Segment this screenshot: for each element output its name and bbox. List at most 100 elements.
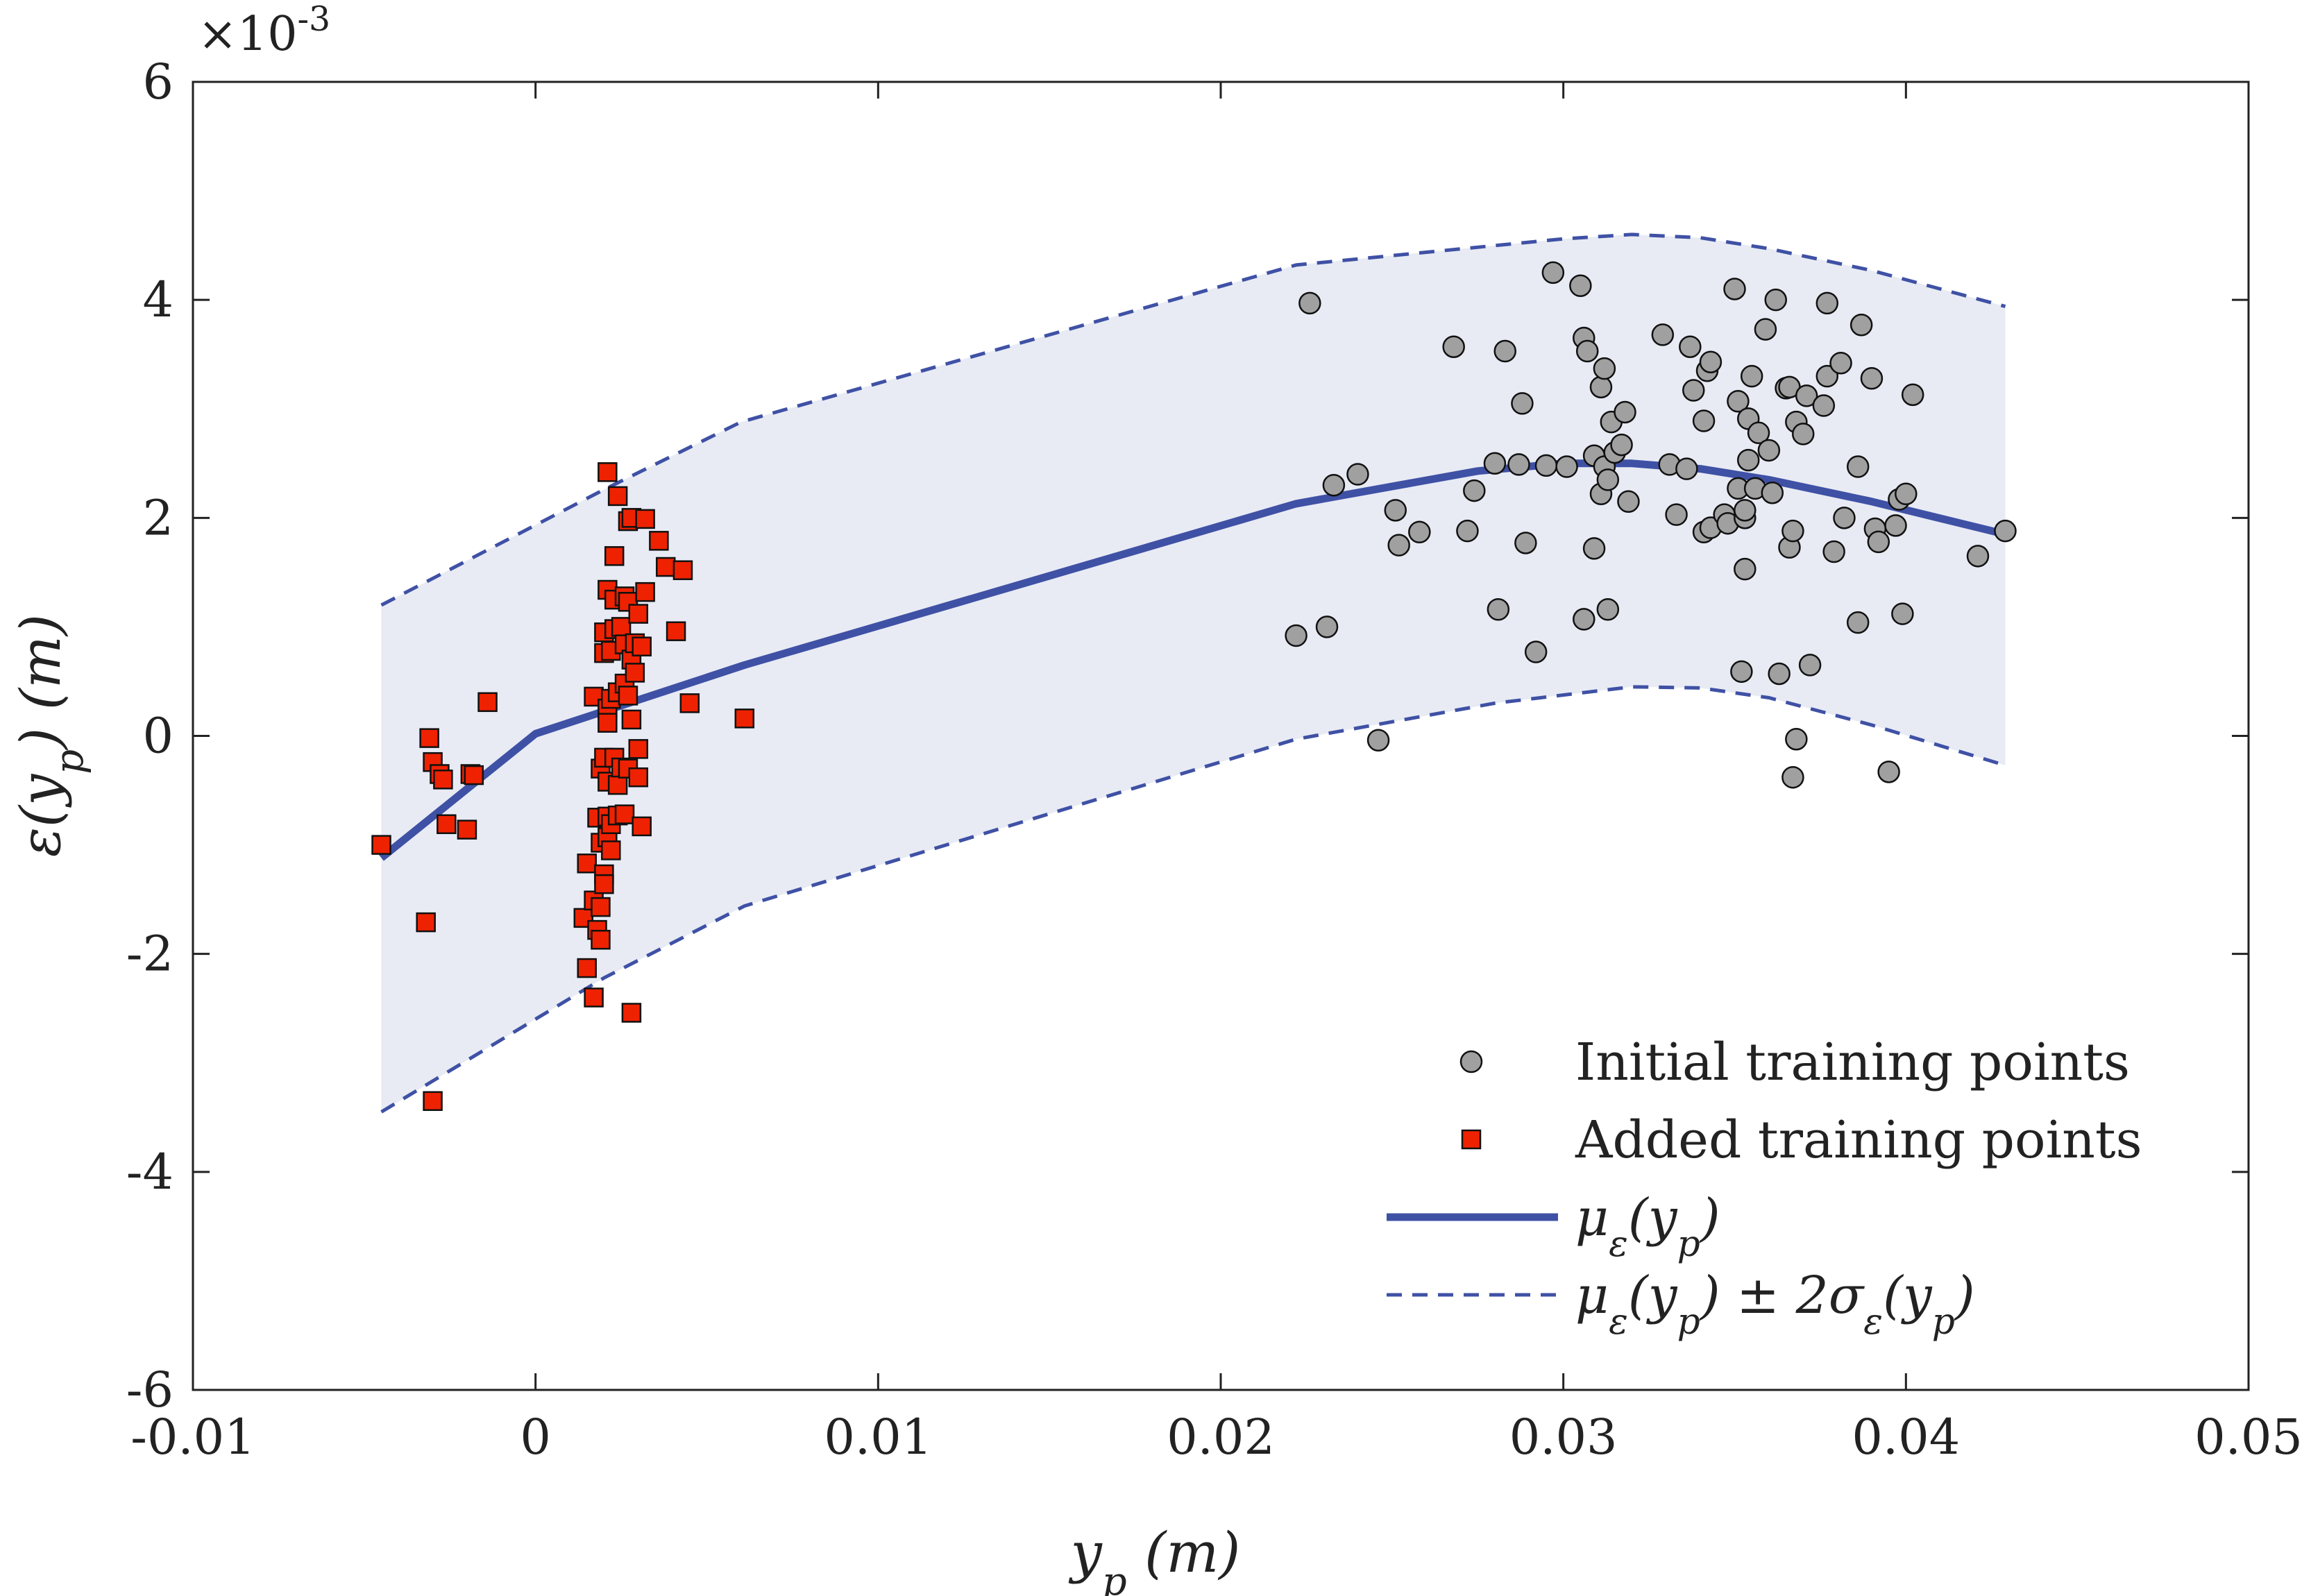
x-tick-label: 0.02 [1167, 1409, 1275, 1466]
added-training-point [621, 1003, 642, 1023]
y-tick-label: -4 [126, 1144, 173, 1200]
initial-training-point [1596, 468, 1620, 491]
uncertainty-band-layer [381, 234, 2006, 1112]
initial-training-point [1846, 611, 1870, 634]
initial-training-point [1285, 624, 1307, 647]
initial-training-point [1589, 375, 1613, 399]
initial-training-point [1812, 394, 1836, 417]
y-tick-label: 6 [142, 53, 173, 110]
added-training-point [618, 686, 638, 706]
x-tick-label: 0.03 [1509, 1409, 1618, 1466]
initial-training-point [1614, 400, 1636, 424]
added-training-point [371, 835, 391, 855]
initial-training-point [1833, 507, 1856, 529]
initial-training-point [1994, 519, 2017, 543]
initial-training-point [1723, 278, 1746, 300]
initial-training-point [1791, 423, 1815, 445]
initial-training-point [1487, 598, 1510, 621]
initial-training-point [1555, 455, 1578, 478]
initial-training-point [1387, 534, 1410, 557]
y-axis-title: ε(yp) (m) [8, 614, 92, 857]
initial-training-point [1736, 448, 1760, 472]
initial-training-point [1768, 662, 1791, 686]
x-tick-label: 0.04 [1852, 1409, 1960, 1466]
initial-training-point [1665, 503, 1688, 526]
initial-training-point [1867, 530, 1890, 554]
initial-training-point [1675, 457, 1698, 480]
initial-training-point [1524, 640, 1548, 663]
added-training-point [679, 693, 700, 713]
added-training-point [734, 708, 755, 729]
initial-training-point [1860, 367, 1883, 390]
initial-training-point [1575, 339, 1599, 363]
initial-training-point [1846, 455, 1870, 478]
initial-training-point [1610, 433, 1633, 457]
added-training-point [635, 581, 655, 602]
initial-training-point [1442, 335, 1465, 358]
added-training-point [607, 774, 628, 795]
initial-training-point [1483, 452, 1507, 475]
initial-training-point [1493, 339, 1516, 363]
initial-training-point [1408, 520, 1431, 544]
added-training-point [604, 546, 625, 566]
initial-training-point [1734, 499, 1756, 522]
lower-2sigma-dashed-line [380, 685, 2006, 1114]
initial-training-point [1692, 409, 1716, 432]
added-training-point [591, 929, 611, 950]
y-tick-label: 0 [142, 708, 173, 765]
training-points-layer [371, 261, 2017, 1111]
y-axis-exponent-label: ×10-3 [198, 0, 330, 62]
initial-training-point [1463, 479, 1486, 502]
added-training-point [423, 1091, 443, 1111]
initial-training-point [1727, 390, 1750, 413]
x-tick-label: 0.01 [824, 1409, 932, 1466]
initial-training-point [1582, 537, 1606, 560]
initial-training-point [1593, 357, 1616, 380]
added-training-point [607, 486, 628, 507]
x-tick-label: -0.01 [130, 1409, 255, 1466]
added-training-point [672, 560, 693, 580]
initial-training-point [1740, 364, 1763, 388]
added-training-point [628, 739, 649, 759]
added-training-point [601, 840, 621, 860]
initial-training-point [1798, 654, 1822, 677]
initial-training-point [1829, 352, 1852, 375]
added-training-point [611, 617, 632, 637]
initial-training-point [1346, 463, 1369, 486]
initial-training-point [1966, 545, 1990, 568]
initial-training-point [1734, 557, 1756, 581]
x-tick-label: 0 [520, 1409, 551, 1466]
initial-training-point [1511, 392, 1534, 415]
initial-training-point [1757, 439, 1781, 462]
added-training-point [437, 814, 457, 834]
added-training-point [656, 557, 676, 577]
initial-training-point [1569, 274, 1592, 297]
added-training-point [598, 462, 618, 482]
axes-layer: -0.01 0 0.01 0.02 0.03 0.04 0.05 -6 -4 -2 0 2 4 6 [126, 53, 2303, 1466]
added-training-point [591, 897, 611, 917]
added-training-point [628, 767, 649, 788]
initial-training-point [1815, 364, 1839, 388]
legend-label: Added training points [1575, 1110, 2142, 1170]
initial-training-point [1781, 519, 1804, 543]
added-training-point [416, 912, 436, 933]
initial-training-point [1298, 291, 1321, 315]
initial-training-point [1322, 473, 1346, 497]
y-tick-label: 4 [142, 271, 173, 328]
added-training-point [464, 765, 484, 786]
initial-training-point [1849, 314, 1873, 337]
initial-training-point [1617, 490, 1640, 513]
initial-training-point [1514, 532, 1537, 554]
added-training-point [433, 770, 453, 790]
added-training-point [457, 820, 477, 840]
added-training-point [632, 636, 652, 656]
legend-label: με(yp) [1575, 1188, 1720, 1265]
initial-training-point [1895, 482, 1918, 506]
added-training-point [632, 816, 652, 837]
x-axis-title: yp (m) [1069, 1520, 1241, 1596]
initial-training-point [1747, 421, 1770, 445]
initial-training-point [1679, 335, 1702, 358]
initial-training-point [1785, 727, 1808, 751]
initial-training-point [1682, 379, 1705, 402]
